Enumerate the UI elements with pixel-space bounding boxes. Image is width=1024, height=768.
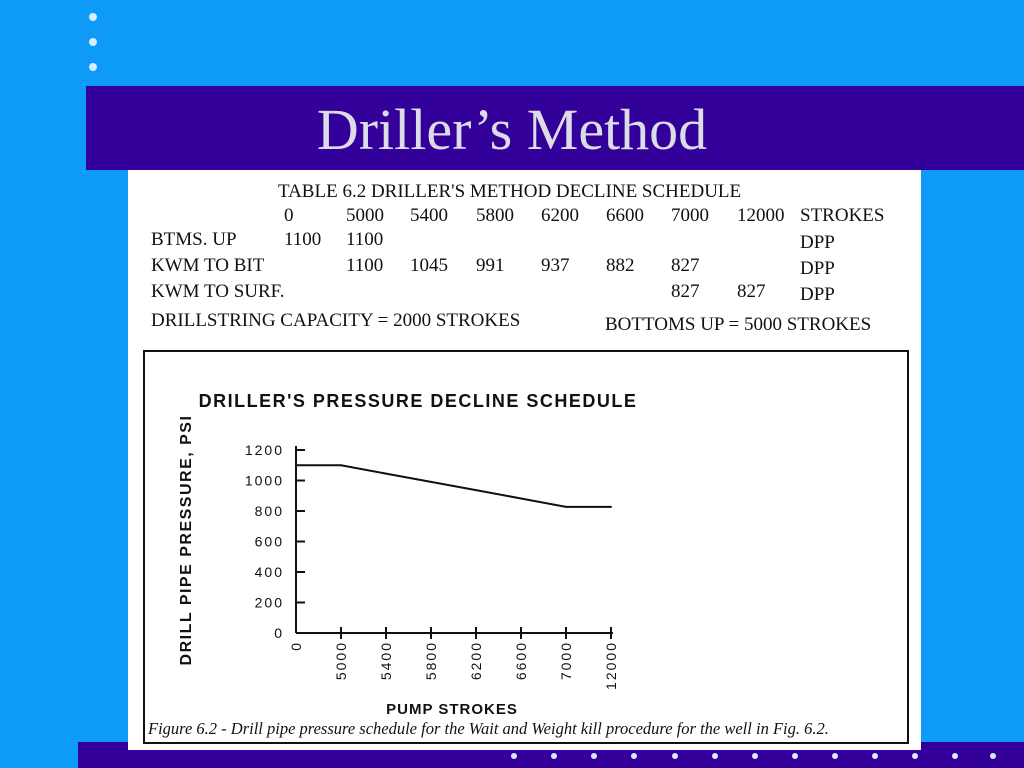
table-row-label: BTMS. UP [151,229,237,250]
bullet-dot [872,753,878,759]
table-cell: 1100 [346,255,383,276]
table-footer-left: DRILLSTRING CAPACITY = 2000 STROKES [151,310,520,331]
x-tick-label: 6200 [468,641,484,680]
table-rows: BTMS. UP 1100 1100 DPP KWM TO BIT 1100 1045 991… [151,229,835,305]
table-header-cell: STROKES [800,205,884,226]
y-tick-label: 200 [255,595,284,611]
x-tick-label: 12000 [603,641,619,690]
table-row-label: KWM TO BIT [151,255,265,276]
table-header-cell: 12000 [737,205,785,226]
table-cell: 1045 [410,255,448,276]
y-tick-label: 1000 [245,473,284,489]
table-header-cell: 7000 [671,205,709,226]
table-header-cell: 5800 [476,205,514,226]
table-header-cell: 6600 [606,205,644,226]
table-cell: 882 [606,255,635,276]
data-point [295,464,297,467]
figure-svg: TABLE 6.2 DRILLER'S METHOD DECLINE SCHED… [143,181,909,744]
table-row-label: KWM TO SURF. [151,281,284,302]
data-point [340,464,342,467]
table-header-cell: 6200 [541,205,579,226]
x-tick-label: 0 [288,641,304,651]
series-line [296,464,611,508]
title-band [86,86,1024,170]
bullet-dot [792,753,798,759]
bullet-dot [712,753,718,759]
y-tick-label: 0 [274,625,284,641]
table-row-unit: DPP [800,258,835,279]
table-row-unit: DPP [800,232,835,253]
data-point [610,505,612,508]
bullet-dot [672,753,678,759]
table-cell: 827 [671,281,700,302]
bullet-dot [511,753,517,759]
x-axis-label: PUMP STROKES [386,701,518,718]
y-tick-label: 800 [255,503,284,519]
table-row-unit: DPP [800,284,835,305]
bullet-dot [89,13,97,21]
data-point [565,505,567,508]
table-cell: 1100 [346,229,383,250]
slide-title: Driller’s Method [316,97,708,162]
bullet-dot [591,753,597,759]
bullet-dot [912,753,918,759]
chart-frame [143,350,909,744]
table-cell: 937 [541,255,570,276]
bullet-dot [631,753,637,759]
bullet-dot [551,753,557,759]
table-header-cell: 0 [284,205,294,226]
y-axis-label: DRILL PIPE PRESSURE, PSI [178,415,195,666]
table-header-cell: 5000 [346,205,384,226]
y-tick-label: 1200 [245,442,284,458]
bullet-dot [832,753,838,759]
table-cell: 991 [476,255,505,276]
table-cell: 827 [737,281,766,302]
data-point [385,472,387,475]
x-tick-label: 5800 [423,641,439,680]
data-point [520,497,522,500]
table-cell: 827 [671,255,700,276]
figure-caption: Figure 6.2 - Drill pipe pressure schedul… [147,719,829,738]
y-tick-label: 600 [255,534,284,550]
x-tick-label: 5400 [378,641,394,680]
table-cell: 1100 [284,229,321,250]
data-point [430,480,432,483]
bullet-dot [990,753,996,759]
table-header-cell: 5400 [410,205,448,226]
scanned-figure: TABLE 6.2 DRILLER'S METHOD DECLINE SCHED… [128,170,921,750]
y-tick-label: 400 [255,564,284,580]
x-tick-label: 5000 [333,641,349,680]
data-point [475,489,477,492]
x-tick-label: 6600 [513,641,529,680]
table-footer-right: BOTTOMS UP = 5000 STROKES [605,314,871,335]
bullet-dot [752,753,758,759]
table-header: 0 5000 5400 5800 6200 6600 7000 12000 STROKES [284,205,884,226]
bullet-dot [952,753,958,759]
chart-title: DRILLER'S PRESSURE DECLINE SCHEDULE [199,391,638,411]
bullet-dot [89,38,97,46]
table-caption: TABLE 6.2 DRILLER'S METHOD DECLINE SCHED… [278,181,741,202]
bullet-dot [89,63,97,71]
x-tick-label: 7000 [558,641,574,680]
